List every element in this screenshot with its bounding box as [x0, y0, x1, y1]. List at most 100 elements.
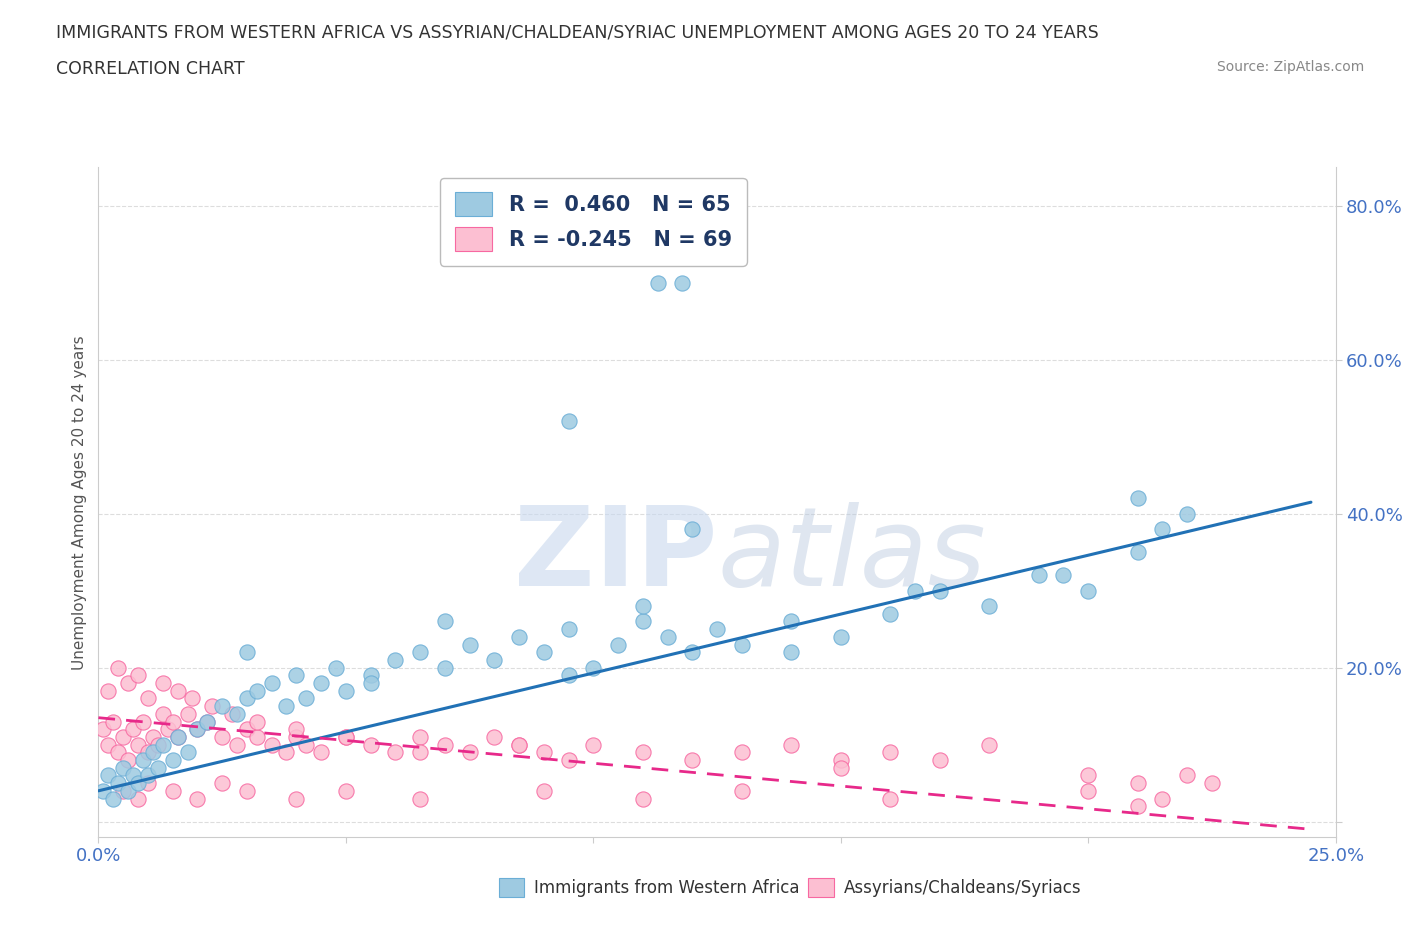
Point: [295, 737, 318, 752]
Point: [221, 707, 243, 722]
Point: [285, 668, 308, 683]
Point: [103, 791, 125, 806]
Point: [979, 737, 1001, 752]
Text: Immigrants from Western Africa: Immigrants from Western Africa: [534, 879, 800, 897]
Point: [93, 722, 115, 737]
Point: [112, 729, 135, 744]
Point: [260, 737, 283, 752]
Point: [309, 745, 332, 760]
Point: [285, 722, 308, 737]
Point: [117, 752, 139, 767]
Y-axis label: Unemployment Among Ages 20 to 24 years: Unemployment Among Ages 20 to 24 years: [72, 335, 87, 670]
Point: [830, 630, 852, 644]
Point: [879, 745, 901, 760]
Point: [557, 622, 579, 637]
Point: [706, 622, 728, 637]
Point: [195, 714, 218, 729]
Point: [647, 275, 669, 290]
Point: [360, 737, 382, 752]
Point: [360, 668, 382, 683]
Text: Assyrians/Chaldeans/Syriacs: Assyrians/Chaldeans/Syriacs: [844, 879, 1081, 897]
Point: [904, 583, 927, 598]
Point: [186, 791, 208, 806]
Point: [681, 522, 703, 537]
Point: [360, 675, 382, 690]
Point: [582, 660, 605, 675]
Point: [260, 675, 283, 690]
Point: [671, 275, 693, 290]
Point: [433, 614, 456, 629]
Point: [1152, 522, 1174, 537]
Point: [93, 783, 115, 798]
Point: [226, 707, 249, 722]
Point: [1052, 568, 1074, 583]
Point: [830, 752, 852, 767]
Point: [631, 614, 654, 629]
Point: [484, 729, 506, 744]
Point: [195, 714, 218, 729]
Point: [142, 729, 165, 744]
Point: [156, 722, 179, 737]
Point: [582, 737, 605, 752]
Point: [152, 707, 174, 722]
Point: [285, 791, 308, 806]
Bar: [499, 878, 524, 897]
Point: [1077, 583, 1099, 598]
Point: [236, 691, 259, 706]
Point: [107, 660, 129, 675]
Point: [508, 630, 530, 644]
Point: [107, 776, 129, 790]
Point: [631, 599, 654, 614]
Point: [681, 644, 703, 659]
Point: [325, 660, 347, 675]
Point: [731, 783, 754, 798]
Point: [236, 644, 259, 659]
Point: [166, 684, 188, 698]
Point: [557, 752, 579, 767]
Text: IMMIGRANTS FROM WESTERN AFRICA VS ASSYRIAN/CHALDEAN/SYRIAC UNEMPLOYMENT AMONG AG: IMMIGRANTS FROM WESTERN AFRICA VS ASSYRI…: [56, 23, 1099, 41]
Point: [533, 783, 555, 798]
Point: [186, 722, 208, 737]
Point: [146, 761, 169, 776]
Point: [335, 783, 357, 798]
Point: [409, 729, 432, 744]
Point: [152, 737, 174, 752]
Point: [631, 745, 654, 760]
Point: [1152, 791, 1174, 806]
Point: [246, 714, 269, 729]
Point: [458, 637, 481, 652]
Point: [1175, 506, 1198, 521]
Point: [112, 783, 135, 798]
Text: ZIP: ZIP: [513, 502, 717, 609]
Point: [384, 653, 406, 668]
Point: [384, 745, 406, 760]
Point: [246, 684, 269, 698]
Point: [146, 737, 169, 752]
Point: [1201, 776, 1223, 790]
Point: [1077, 783, 1099, 798]
Point: [830, 761, 852, 776]
Point: [112, 761, 135, 776]
Point: [136, 768, 159, 783]
Point: [127, 668, 149, 683]
Point: [508, 737, 530, 752]
Point: [731, 637, 754, 652]
Point: [631, 791, 654, 806]
Point: [136, 745, 159, 760]
Point: [276, 698, 298, 713]
Point: [1126, 545, 1149, 560]
Point: [181, 691, 204, 706]
Point: [127, 791, 149, 806]
Point: [508, 737, 530, 752]
Point: [186, 722, 208, 737]
Point: [879, 791, 901, 806]
Point: [295, 691, 318, 706]
Point: [1126, 799, 1149, 814]
Point: [136, 691, 159, 706]
Point: [484, 653, 506, 668]
Point: [1028, 568, 1050, 583]
Text: atlas: atlas: [717, 502, 986, 609]
Point: [780, 737, 803, 752]
Point: [681, 752, 703, 767]
Point: [533, 644, 555, 659]
